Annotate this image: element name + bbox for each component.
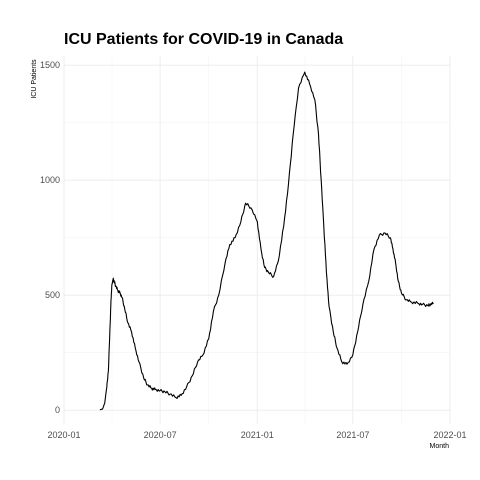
y-axis-label: ICU Patients xyxy=(31,59,38,99)
x-tick-label: 2021-07 xyxy=(336,430,369,440)
major-gridlines xyxy=(64,56,450,424)
x-tick-label: 2021-01 xyxy=(241,430,274,440)
y-tick-label: 1000 xyxy=(40,175,60,185)
x-tick-label: 2020-01 xyxy=(47,430,80,440)
y-tick-label: 0 xyxy=(55,405,60,415)
x-axis-ticks: 2020-01 2020-07 2021-01 2021-07 2022-01 xyxy=(47,430,466,440)
y-axis-ticks: 0 500 1000 1500 xyxy=(40,60,60,415)
y-tick-label: 500 xyxy=(45,290,60,300)
y-tick-label: 1500 xyxy=(40,60,60,70)
chart-title: ICU Patients for COVID-19 in Canada xyxy=(64,31,343,48)
x-axis-label: Month xyxy=(430,443,450,450)
x-tick-label: 2022-01 xyxy=(433,430,466,440)
x-tick-label: 2020-07 xyxy=(144,430,177,440)
